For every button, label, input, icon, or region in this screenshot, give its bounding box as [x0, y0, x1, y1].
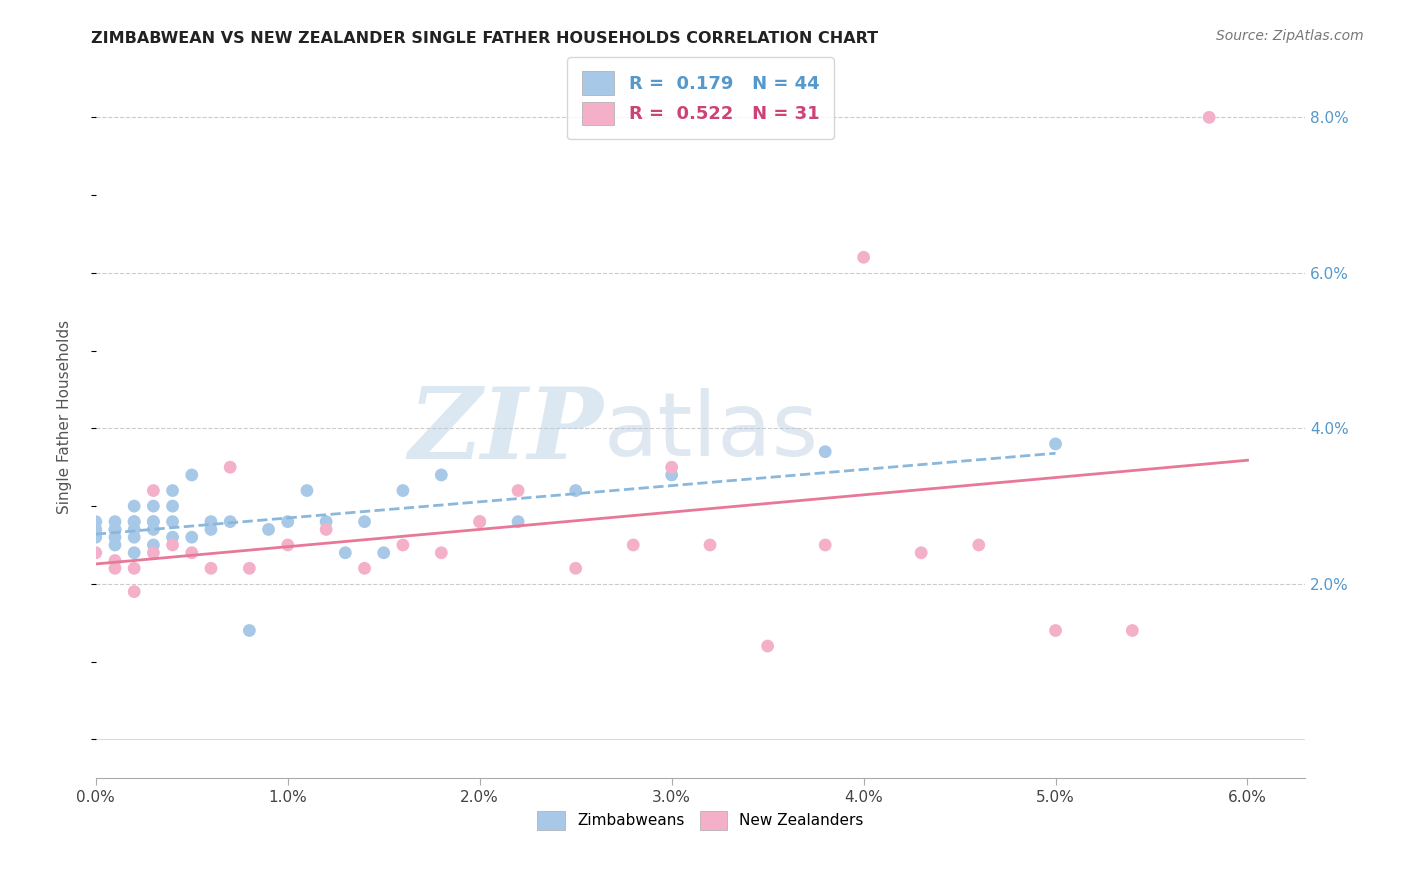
Point: [373, 546, 395, 560]
Point: [353, 561, 375, 575]
Point: [122, 515, 145, 529]
Point: [180, 530, 202, 544]
Point: [142, 515, 165, 529]
Text: ZIMBABWEAN VS NEW ZEALANDER SINGLE FATHER HOUSEHOLDS CORRELATION CHART: ZIMBABWEAN VS NEW ZEALANDER SINGLE FATHE…: [91, 31, 879, 46]
Point: [910, 546, 932, 560]
Point: [200, 523, 222, 537]
Point: [335, 546, 357, 560]
Point: [104, 515, 127, 529]
Point: [162, 483, 184, 498]
Point: [1198, 111, 1220, 125]
Point: [104, 523, 127, 537]
Point: [162, 530, 184, 544]
Point: [142, 546, 165, 560]
Point: [122, 546, 145, 560]
Point: [1121, 624, 1143, 638]
Point: [430, 546, 453, 560]
Point: [104, 538, 127, 552]
Point: [564, 483, 586, 498]
Point: [122, 561, 145, 575]
Point: [468, 515, 491, 529]
Point: [661, 460, 683, 475]
Point: [84, 530, 107, 544]
Point: [506, 515, 529, 529]
Point: [162, 499, 184, 513]
Point: [468, 515, 491, 529]
Point: [392, 483, 415, 498]
Point: [84, 523, 107, 537]
Point: [353, 515, 375, 529]
Point: [661, 468, 683, 483]
Point: [1045, 437, 1067, 451]
Point: [967, 538, 990, 552]
Point: [142, 515, 165, 529]
Point: [122, 499, 145, 513]
Point: [564, 561, 586, 575]
Point: [84, 515, 107, 529]
Text: ZIP: ZIP: [409, 383, 603, 479]
Point: [180, 546, 202, 560]
Point: [162, 515, 184, 529]
Point: [315, 523, 337, 537]
Point: [104, 523, 127, 537]
Point: [142, 538, 165, 552]
Point: [122, 523, 145, 537]
Point: [506, 483, 529, 498]
Point: [814, 444, 837, 458]
Point: [104, 561, 127, 575]
Point: [277, 515, 299, 529]
Point: [277, 538, 299, 552]
Point: [238, 624, 260, 638]
Point: [104, 553, 127, 567]
Point: [142, 499, 165, 513]
Point: [122, 584, 145, 599]
Point: [200, 561, 222, 575]
Point: [122, 515, 145, 529]
Point: [238, 561, 260, 575]
Point: [219, 515, 242, 529]
Point: [162, 538, 184, 552]
Point: [180, 468, 202, 483]
Point: [814, 538, 837, 552]
Point: [315, 515, 337, 529]
Point: [430, 468, 453, 483]
Point: [756, 639, 779, 653]
Point: [852, 250, 875, 264]
Point: [84, 546, 107, 560]
Point: [257, 523, 280, 537]
Y-axis label: Single Father Households: Single Father Households: [58, 319, 72, 514]
Point: [392, 538, 415, 552]
Point: [1045, 624, 1067, 638]
Point: [142, 483, 165, 498]
Point: [219, 460, 242, 475]
Legend: Zimbabweans, New Zealanders: Zimbabweans, New Zealanders: [531, 805, 870, 836]
Point: [621, 538, 644, 552]
Point: [295, 483, 318, 498]
Text: atlas: atlas: [603, 388, 818, 475]
Point: [104, 530, 127, 544]
Point: [699, 538, 721, 552]
Point: [122, 530, 145, 544]
Text: Source: ZipAtlas.com: Source: ZipAtlas.com: [1216, 29, 1364, 43]
Point: [200, 515, 222, 529]
Point: [142, 523, 165, 537]
